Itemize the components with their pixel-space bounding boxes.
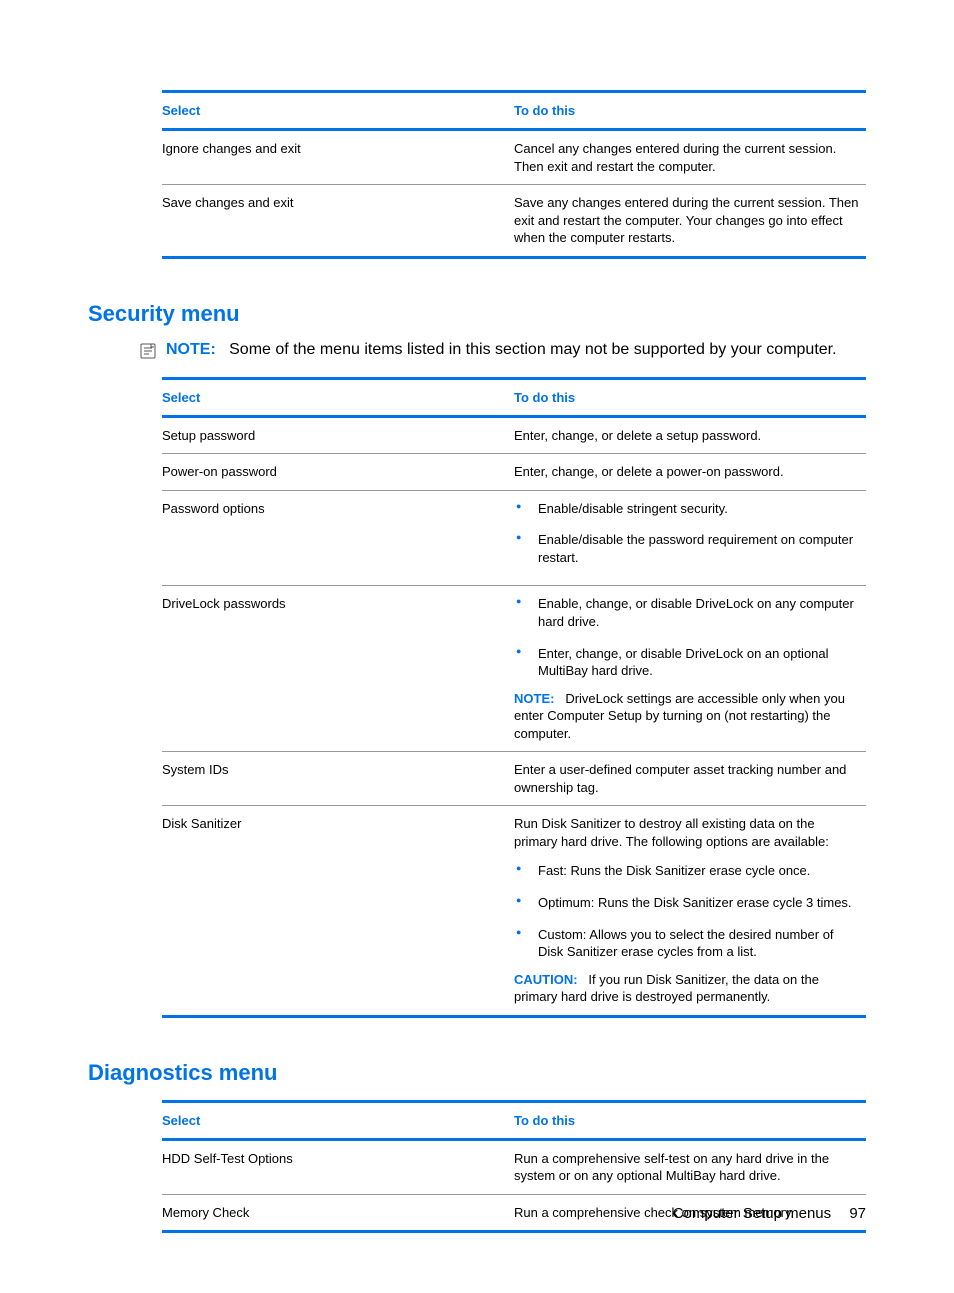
note-body: Some of the menu items listed in this se… [229,341,836,358]
cell-todo: Enter a user-defined computer asset trac… [514,752,866,806]
cell-select: Ignore changes and exit [162,130,514,185]
note-label: NOTE: [166,341,216,358]
cell-todo: Run Disk Sanitizer to destroy all existi… [514,806,866,1016]
cell-select: Power-on password [162,454,514,491]
table-row: Setup password Enter, change, or delete … [162,416,866,454]
note-icon [140,343,156,359]
cell-todo: Save any changes entered during the curr… [514,185,866,258]
table-row: Password options Enable/disable stringen… [162,490,866,586]
col-select-header: Select [162,1101,514,1139]
bullet-item: Optimum: Runs the Disk Sanitizer erase c… [514,894,860,912]
note-text [220,341,229,358]
cell-todo: Run a comprehensive self-test on any har… [514,1139,866,1194]
drivelock-note: NOTE: DriveLock settings are accessible … [514,690,860,743]
bullet-item: Enable, change, or disable DriveLock on … [514,595,860,630]
cell-todo: Enable, change, or disable DriveLock on … [514,586,866,752]
cell-todo: Enter, change, or delete a power-on pass… [514,454,866,491]
col-select-header: Select [162,92,514,130]
table-row: HDD Self-Test Options Run a comprehensiv… [162,1139,866,1194]
bullet-item: Custom: Allows you to select the desired… [514,926,860,961]
bullet-item: Enable/disable the password requirement … [514,531,860,566]
security-menu-table: Select To do this Setup password Enter, … [162,377,866,1018]
table-row: Save changes and exit Save any changes e… [162,185,866,258]
bullet-item: Fast: Runs the Disk Sanitizer erase cycl… [514,862,860,880]
table-row: Disk Sanitizer Run Disk Sanitizer to des… [162,806,866,1016]
cell-todo: Cancel any changes entered during the cu… [514,130,866,185]
cell-select: Save changes and exit [162,185,514,258]
bullet-item: Enter, change, or disable DriveLock on a… [514,645,860,680]
cell-todo: Enable/disable stringent security. Enabl… [514,490,866,586]
table-row: Ignore changes and exit Cancel any chang… [162,130,866,185]
col-select-header: Select [162,378,514,416]
table-row: DriveLock passwords Enable, change, or d… [162,586,866,752]
bullet-list: Fast: Runs the Disk Sanitizer erase cycl… [514,862,860,960]
cell-select: Setup password [162,416,514,454]
note-label: NOTE: [514,691,554,706]
note-content: NOTE: Some of the menu items listed in t… [166,341,837,359]
cell-todo: Enter, change, or delete a setup passwor… [514,416,866,454]
footer-title: Computer Setup menus [673,1205,831,1222]
security-menu-heading: Security menu [88,301,866,327]
page-footer: Computer Setup menus 97 [673,1205,866,1222]
table-row: System IDs Enter a user-defined computer… [162,752,866,806]
disk-sanitizer-intro: Run Disk Sanitizer to destroy all existi… [514,815,860,850]
caution-label: CAUTION: [514,972,578,987]
bullet-list: Enable/disable stringent security. Enabl… [514,500,860,567]
cell-select: DriveLock passwords [162,586,514,752]
table-row: Power-on password Enter, change, or dele… [162,454,866,491]
cell-select: System IDs [162,752,514,806]
col-todo-header: To do this [514,1101,866,1139]
diagnostics-menu-heading: Diagnostics menu [88,1060,866,1086]
cell-select: Memory Check [162,1194,514,1232]
cell-select: Disk Sanitizer [162,806,514,1016]
exit-menu-table: Select To do this Ignore changes and exi… [162,90,866,259]
col-todo-header: To do this [514,92,866,130]
cell-select: Password options [162,490,514,586]
disk-sanitizer-caution: CAUTION: If you run Disk Sanitizer, the … [514,971,860,1006]
page-content: Select To do this Ignore changes and exi… [0,0,954,1293]
security-note: NOTE: Some of the menu items listed in t… [140,341,866,359]
page-number: 97 [849,1205,866,1222]
col-todo-header: To do this [514,378,866,416]
bullet-list: Enable, change, or disable DriveLock on … [514,595,860,679]
bullet-item: Enable/disable stringent security. [514,500,860,518]
cell-select: HDD Self-Test Options [162,1139,514,1194]
